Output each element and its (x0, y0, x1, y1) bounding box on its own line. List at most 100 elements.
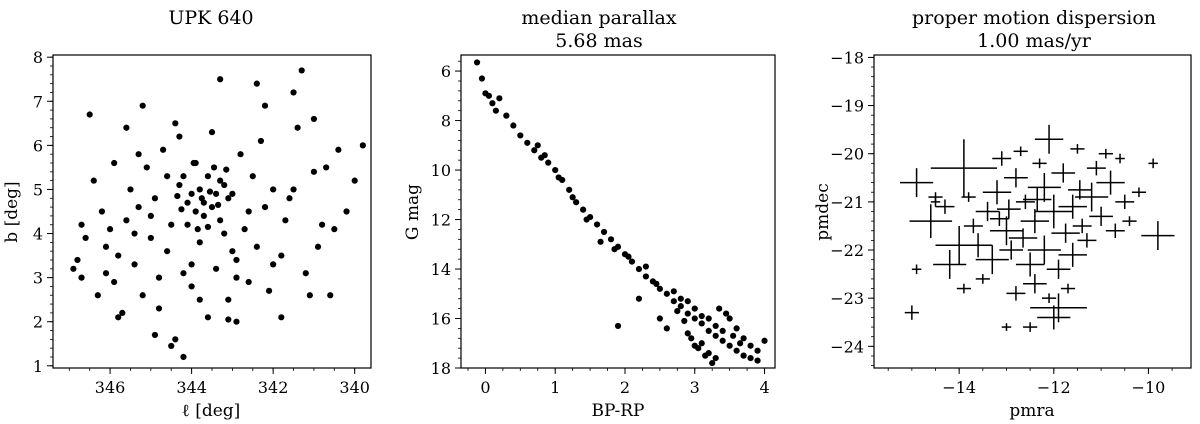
panel2-data-point (726, 315, 733, 322)
panel2-data-point (730, 332, 737, 339)
panel1-xlabel: ℓ [deg] (182, 401, 241, 421)
panel1-data-point (294, 124, 301, 131)
panel2-data-point (531, 147, 538, 154)
panel3-errorbar-point (1051, 223, 1080, 243)
panel2-ytick-label: 14 (431, 260, 451, 279)
panel3-errorbar-point (1034, 124, 1064, 154)
panel1-data-point (204, 173, 212, 180)
panel2-data-point (684, 310, 691, 317)
panel1-data-point (131, 261, 138, 268)
panel2-data-point (611, 246, 618, 253)
panel2-data-point (674, 307, 681, 315)
panel1-data-point (229, 190, 236, 197)
panel1-data-point (204, 223, 212, 231)
panel1-data-point (208, 203, 216, 211)
panel1-data-point (310, 115, 318, 123)
panel1-data-point (225, 195, 232, 202)
panel3-errorbar-point (930, 139, 998, 198)
panel1-data-point (164, 173, 171, 180)
panel2-data-point (677, 295, 684, 302)
panel1-data-point (131, 230, 138, 237)
panel1-data-point (270, 186, 277, 193)
panel3-errorbar-point (963, 218, 983, 234)
panel1-data-point (168, 221, 175, 228)
panel3-errorbar-point (1141, 221, 1175, 251)
panel3-errorbar-point (1015, 194, 1035, 210)
panel1-data-point (233, 274, 240, 281)
panel1-data-point (270, 261, 277, 268)
panel1-data-point (286, 195, 293, 202)
panel1-ytick-label: 6 (33, 136, 43, 155)
panel1-data-point (241, 226, 248, 233)
panel3-errorbar-point (1098, 148, 1113, 159)
panel2-data-point (709, 359, 716, 367)
panel1-data-point (78, 221, 85, 228)
panel1-ytick-label: 4 (33, 225, 43, 244)
panel1-data-point (223, 166, 230, 173)
panel2-data-point (625, 253, 632, 260)
panel2-data-point (670, 298, 677, 305)
panel3-errorbar-point (1023, 187, 1052, 212)
panel2-xtick-label: 2 (620, 378, 630, 397)
panel3-errorbar-point (1001, 323, 1012, 331)
panel1-data-point (184, 221, 191, 228)
panel1-data-point (331, 226, 338, 233)
panel1-data-point (318, 221, 326, 228)
panel1-title-line1: UPK 640 (168, 7, 253, 29)
panel1-data-point (196, 239, 203, 246)
panel2-data-point (705, 315, 712, 322)
panel2-data-point (583, 216, 590, 223)
panel2-data-point (712, 322, 719, 330)
panel3-errorbar-point (1131, 187, 1147, 198)
panel1-data-point (188, 190, 195, 197)
panel3-errorbar-point (1023, 322, 1038, 332)
panel-color-magnitude: median parallax 5.68 mas 0 1 2 3 46810121416… (403, 7, 776, 421)
panel3-errorbar-point (1013, 146, 1028, 157)
panel1-data-point (233, 318, 240, 325)
panel1-data-point (200, 212, 207, 220)
panel2-data-point (723, 310, 730, 317)
panel2-data-point (517, 132, 524, 139)
panel1-data-point (310, 168, 318, 175)
panel2-data-point (754, 347, 761, 354)
panel1-data-point (278, 252, 285, 259)
panel1-data-point (302, 270, 309, 277)
panel1-data-point (212, 265, 220, 272)
panel2-data-point (642, 263, 650, 270)
panel3-errorbar-point (997, 199, 1021, 219)
panel1-data-point (180, 353, 187, 361)
panel3-errorbar-point (975, 245, 1009, 275)
panel2-ytick-label: 18 (431, 359, 451, 378)
panel1-data-point (172, 120, 179, 127)
panel2-data-point (614, 322, 622, 330)
panel1-data-point (176, 133, 183, 140)
panel1-marks: 346 344 342 340 1 2 3 4 5 6 7 8 (33, 48, 370, 397)
panel1-data-point (225, 296, 232, 303)
panel2-title-line2: 5.68 mas (555, 30, 642, 52)
panel3-errorbar-point (1077, 233, 1097, 248)
panel2-data-point (473, 59, 481, 66)
panel1-data-point (249, 173, 256, 180)
panel3-errorbar-point (900, 168, 934, 198)
panel2-plot-frame (460, 54, 776, 369)
panel2-xtick-label: 4 (759, 378, 769, 397)
panel3-errorbar-point (1058, 242, 1087, 267)
panel3-ytick-label: −21 (830, 193, 864, 212)
panel1-data-point (245, 208, 252, 215)
panel1-data-point (188, 283, 195, 290)
panel3-errorbar-point (963, 233, 993, 258)
panel3-errorbar-point (904, 305, 919, 320)
panel2-data-point (496, 95, 503, 102)
panel3-errorbar-point (1067, 180, 1092, 200)
panel3-errorbar-point (1027, 235, 1061, 265)
panel1-data-point (180, 173, 187, 180)
panel2-data-point (663, 290, 670, 297)
panel1-data-point (335, 146, 342, 153)
panel3-xtick-label: −10 (1132, 378, 1166, 397)
panel1-xtick-label: 344 (176, 378, 207, 397)
panel2-data-point (698, 320, 705, 327)
panel3-errorbar-point (1086, 160, 1106, 176)
panel2-data-point (705, 350, 712, 357)
